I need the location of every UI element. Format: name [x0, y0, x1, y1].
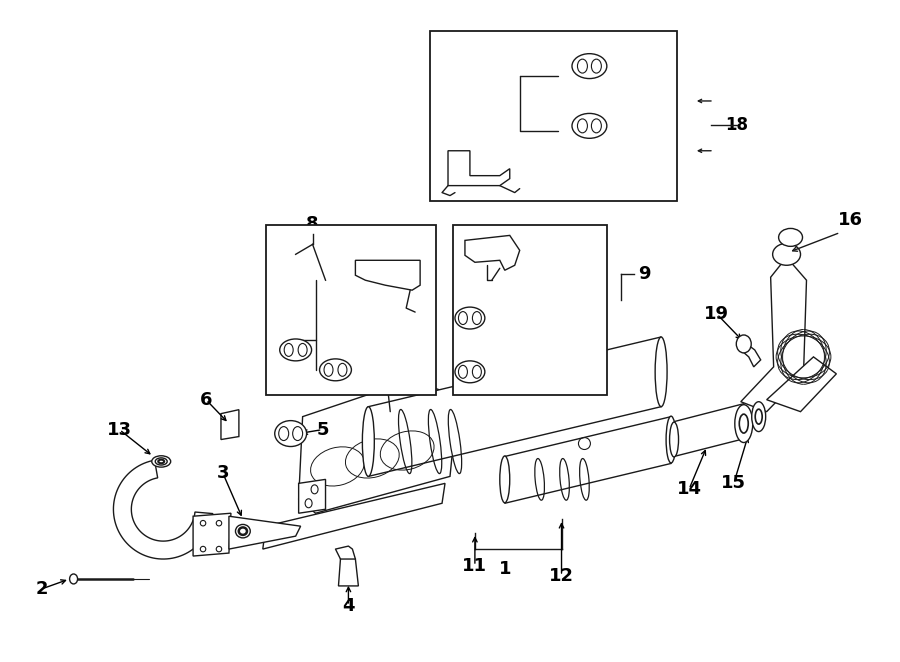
- Polygon shape: [674, 404, 743, 457]
- Text: 15: 15: [721, 475, 746, 493]
- Ellipse shape: [158, 459, 164, 463]
- Ellipse shape: [458, 365, 467, 378]
- Text: 14: 14: [677, 481, 701, 498]
- Polygon shape: [505, 416, 671, 503]
- Text: 18: 18: [725, 116, 748, 134]
- Ellipse shape: [280, 339, 311, 361]
- Text: 9: 9: [638, 265, 651, 283]
- Ellipse shape: [292, 426, 302, 440]
- Ellipse shape: [155, 458, 167, 465]
- Text: 5: 5: [316, 420, 328, 439]
- Bar: [266, 226, 436, 395]
- Ellipse shape: [152, 455, 171, 467]
- Polygon shape: [263, 483, 445, 549]
- Ellipse shape: [739, 414, 748, 433]
- Polygon shape: [356, 260, 420, 290]
- Ellipse shape: [216, 520, 221, 526]
- Ellipse shape: [778, 228, 803, 246]
- Bar: [453, 226, 608, 395]
- Polygon shape: [338, 559, 358, 586]
- Ellipse shape: [752, 402, 766, 432]
- Text: 11: 11: [463, 557, 488, 575]
- Ellipse shape: [734, 404, 752, 442]
- Ellipse shape: [201, 520, 206, 526]
- Ellipse shape: [338, 363, 346, 376]
- Polygon shape: [741, 258, 806, 412]
- Ellipse shape: [472, 312, 482, 324]
- Ellipse shape: [670, 422, 679, 457]
- Polygon shape: [368, 337, 662, 477]
- Bar: [430, 31, 677, 201]
- Text: 1: 1: [499, 560, 511, 578]
- Ellipse shape: [311, 485, 318, 494]
- Ellipse shape: [216, 546, 221, 552]
- Text: 2: 2: [35, 580, 48, 598]
- Ellipse shape: [201, 546, 206, 552]
- Text: 19: 19: [705, 305, 729, 323]
- Ellipse shape: [455, 361, 485, 383]
- Ellipse shape: [772, 244, 800, 265]
- Ellipse shape: [279, 426, 289, 440]
- Text: 8: 8: [306, 215, 319, 234]
- Polygon shape: [465, 236, 519, 270]
- Ellipse shape: [572, 113, 607, 138]
- Text: 4: 4: [342, 597, 355, 615]
- Polygon shape: [448, 151, 509, 185]
- Ellipse shape: [324, 363, 333, 376]
- Text: 6: 6: [200, 391, 212, 408]
- Polygon shape: [741, 344, 760, 367]
- Text: 16: 16: [838, 211, 863, 230]
- Ellipse shape: [591, 59, 601, 73]
- Ellipse shape: [284, 344, 293, 356]
- Ellipse shape: [591, 119, 601, 133]
- Ellipse shape: [500, 456, 509, 502]
- Ellipse shape: [578, 59, 588, 73]
- Ellipse shape: [458, 312, 467, 324]
- Polygon shape: [229, 516, 301, 549]
- Ellipse shape: [298, 344, 307, 356]
- Ellipse shape: [363, 406, 374, 477]
- Ellipse shape: [274, 420, 307, 446]
- Text: 17: 17: [429, 132, 454, 150]
- Text: 7: 7: [352, 281, 365, 299]
- Ellipse shape: [455, 307, 485, 329]
- Text: 13: 13: [107, 420, 132, 439]
- Ellipse shape: [578, 119, 588, 133]
- Polygon shape: [221, 410, 239, 440]
- Polygon shape: [299, 380, 458, 513]
- Ellipse shape: [305, 498, 312, 508]
- Ellipse shape: [666, 416, 676, 463]
- Ellipse shape: [655, 337, 667, 406]
- Ellipse shape: [472, 365, 482, 378]
- Text: -10: -10: [533, 285, 562, 303]
- Ellipse shape: [320, 359, 351, 381]
- Ellipse shape: [755, 409, 762, 424]
- Polygon shape: [194, 513, 231, 556]
- Text: 3: 3: [217, 465, 230, 483]
- Polygon shape: [113, 460, 212, 559]
- Ellipse shape: [238, 528, 247, 535]
- Text: 12: 12: [549, 567, 574, 585]
- Polygon shape: [767, 357, 836, 412]
- Ellipse shape: [572, 54, 607, 79]
- Ellipse shape: [736, 335, 752, 353]
- Ellipse shape: [236, 524, 250, 538]
- Polygon shape: [299, 479, 326, 513]
- Ellipse shape: [69, 574, 77, 584]
